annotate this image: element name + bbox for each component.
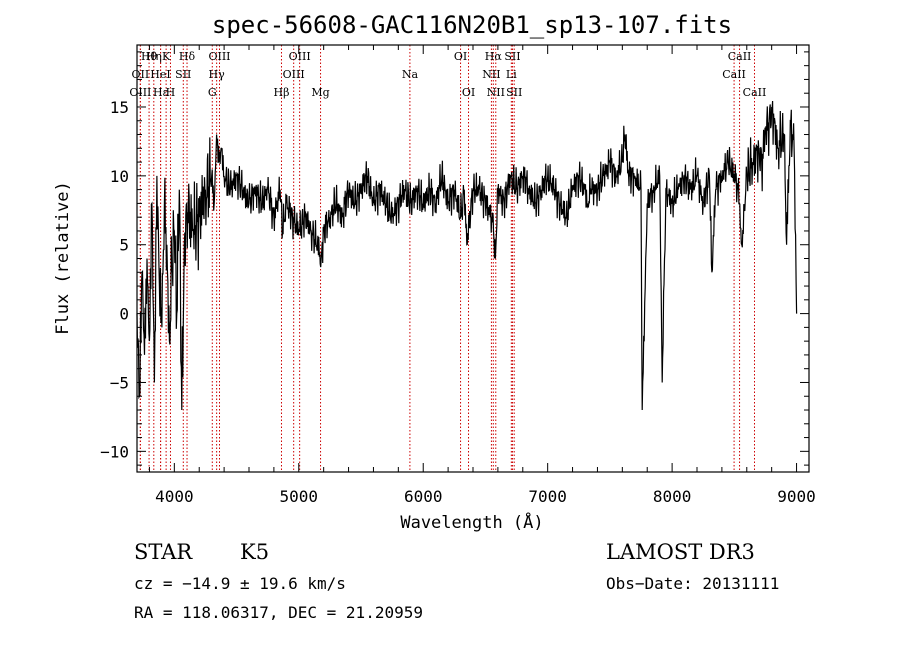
- plot-frame: [136, 44, 810, 473]
- line-label-22: NII: [487, 86, 505, 99]
- x-tick-label: 8000: [653, 487, 692, 506]
- line-label-12: G: [208, 86, 217, 99]
- object-subclass: K5: [240, 540, 270, 564]
- line-label-21: NII: [482, 68, 500, 81]
- line-label-24: Li: [506, 68, 517, 81]
- axis-ticks: [137, 45, 809, 472]
- y-tick-label: 10: [110, 167, 129, 186]
- line-label-3: Hη: [146, 50, 162, 63]
- line-label-18: OI: [454, 50, 467, 63]
- y-tick-label: 5: [119, 236, 129, 255]
- line-label-8: H: [166, 86, 176, 99]
- chart-title: spec-56608-GAC116N20B1_sp13-107.fits: [212, 11, 732, 39]
- x-tick-label: 9000: [777, 487, 816, 506]
- line-label-9: Hδ: [179, 50, 196, 63]
- line-label-19: OI: [462, 86, 475, 99]
- y-tick-label: 15: [110, 98, 129, 117]
- y-tick-label: −10: [100, 442, 129, 461]
- y-tick-label: −5: [110, 373, 129, 392]
- y-axis-label: Flux (relative): [53, 181, 73, 335]
- sky-coordinates: RA = 118.06317, DEC = 21.20959: [134, 603, 423, 622]
- line-label-7: SII: [175, 68, 191, 81]
- line-label-10: OIII: [208, 50, 230, 63]
- line-labels: Hθ OII OIII Hη HeI Hε K SII H Hδ OIII Hγ G Hβ OIII OIII…: [129, 50, 766, 99]
- line-label-26: CaII: [728, 50, 752, 63]
- line-label-20: Hα: [485, 50, 503, 63]
- observation-date: Obs−Date: 20131111: [606, 574, 780, 593]
- axis-tick-labels: 4000 5000 6000 7000 8000 9000 −10 −5 0 5 10 15: [100, 98, 816, 506]
- line-label-16: Mg: [311, 86, 329, 99]
- line-label-14: OIII: [289, 50, 311, 63]
- redshift-cz: cz = −14.9 ± 19.6 km/s: [134, 574, 346, 593]
- line-label-28: CaII: [743, 86, 767, 99]
- x-tick-label: 7000: [528, 487, 567, 506]
- x-axis-label: Wavelength (Å): [400, 511, 543, 533]
- x-tick-label: 5000: [280, 487, 319, 506]
- line-label-25: SII: [506, 86, 522, 99]
- series-flux-line: [136, 100, 798, 411]
- x-tick-label: 6000: [404, 487, 443, 506]
- line-markers: [139, 45, 755, 472]
- line-label-0: Hθ: [141, 50, 158, 63]
- object-class: STAR: [134, 540, 193, 564]
- line-label-23: SII: [504, 50, 520, 63]
- line-label-6: K: [162, 50, 171, 63]
- x-tick-label: 4000: [155, 487, 194, 506]
- line-label-17: Na: [402, 68, 419, 81]
- line-label-2: OIII: [129, 86, 151, 99]
- line-label-27: CaII: [722, 68, 746, 81]
- line-label-11: Hγ: [209, 68, 226, 81]
- line-label-5: Hε: [153, 86, 169, 99]
- line-label-13: Hβ: [274, 86, 290, 99]
- survey-name: LAMOST DR3: [606, 540, 755, 564]
- line-label-1: OII: [132, 68, 150, 81]
- y-tick-label: 0: [119, 305, 129, 324]
- line-label-15: OIII: [283, 68, 305, 81]
- line-label-4: HeI: [150, 68, 170, 81]
